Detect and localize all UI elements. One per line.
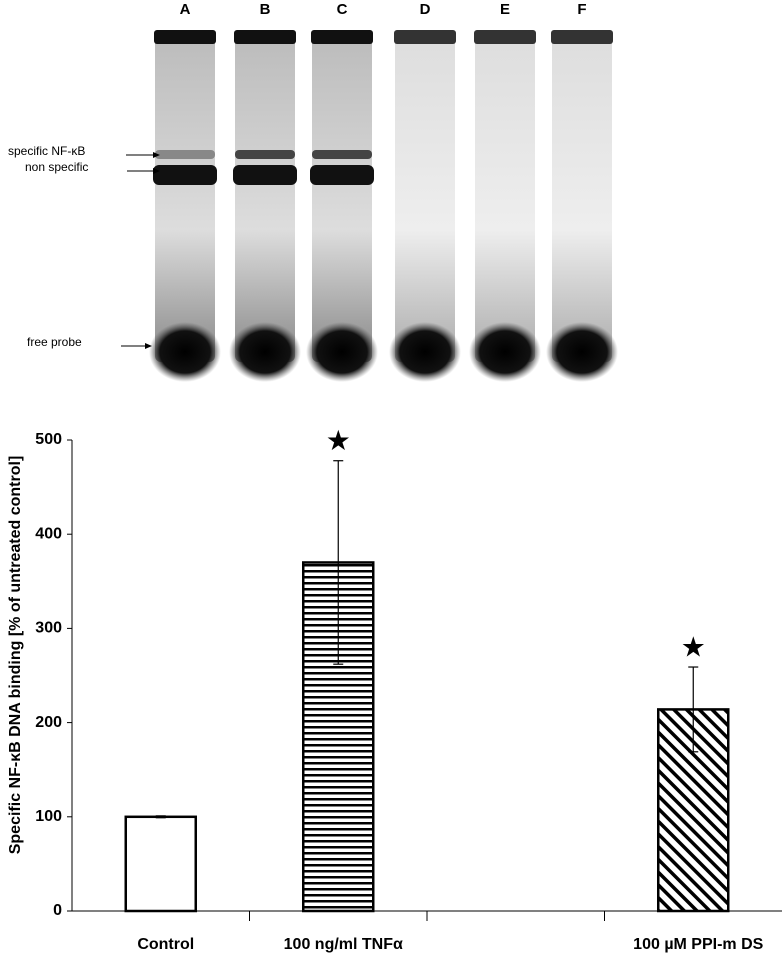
band-specific <box>235 150 295 159</box>
well <box>311 30 373 44</box>
y-tick-label: 0 <box>53 902 62 919</box>
lane <box>475 32 535 362</box>
gel-label: free probe <box>27 335 82 349</box>
arrow-head <box>145 343 152 349</box>
x-tick-label: 100 µM PPI-m DS <box>633 936 763 953</box>
y-tick-label: 500 <box>35 431 62 448</box>
well <box>474 30 536 44</box>
band-nonspecific <box>233 165 297 185</box>
band-specific <box>155 150 215 159</box>
free-probe <box>389 322 461 382</box>
lane-label: E <box>500 1 510 18</box>
gel-label: non specific <box>25 160 88 174</box>
y-tick-label: 400 <box>35 525 62 542</box>
x-tick-label: 100 ng/ml TNFα <box>284 936 403 953</box>
lane-label: D <box>420 1 431 18</box>
lane-label: C <box>337 1 348 18</box>
lane-label: A <box>180 1 191 18</box>
arrow-head <box>153 168 160 174</box>
significance-marker: ★ <box>681 631 706 662</box>
significance-marker: ★ <box>326 425 351 456</box>
band-nonspecific <box>310 165 374 185</box>
arrow-head <box>153 152 160 158</box>
well <box>234 30 296 44</box>
free-probe <box>546 322 618 382</box>
y-tick-label: 100 <box>35 808 62 825</box>
well <box>394 30 456 44</box>
bar <box>124 815 197 913</box>
gel-label: specific NF-κB <box>8 144 85 158</box>
free-probe <box>149 322 221 382</box>
lane <box>155 32 215 362</box>
lane <box>312 32 372 362</box>
x-tick-label: Control <box>137 936 194 953</box>
well <box>551 30 613 44</box>
lane-label: F <box>577 1 586 18</box>
well <box>154 30 216 44</box>
lane <box>552 32 612 362</box>
band-specific <box>312 150 372 159</box>
free-probe <box>306 322 378 382</box>
free-probe <box>229 322 301 382</box>
lane-label: B <box>260 1 271 18</box>
free-probe <box>469 322 541 382</box>
lane <box>395 32 455 362</box>
band-nonspecific <box>153 165 217 185</box>
y-tick-label: 300 <box>35 620 62 637</box>
y-tick-label: 200 <box>35 714 62 731</box>
chart: Specific NF-κB DNA binding [% of untreat… <box>7 425 782 953</box>
lane <box>235 32 295 362</box>
y-axis-label: Specific NF-κB DNA binding [% of untreat… <box>7 456 24 855</box>
